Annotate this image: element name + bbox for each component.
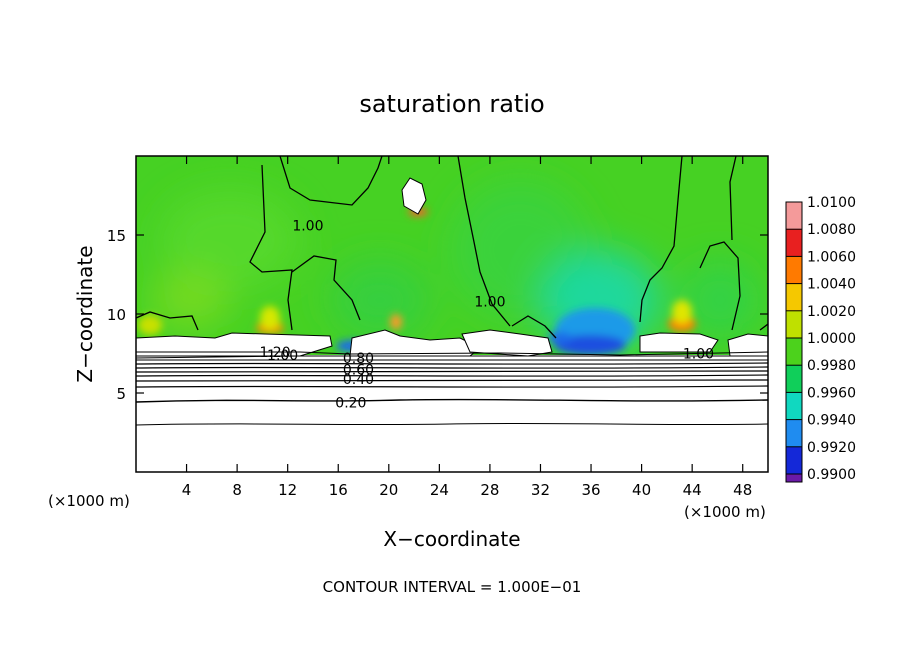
x-tick-label: 48 [733,481,752,499]
x-tick-label: 12 [278,481,297,499]
contour-lines [136,156,768,339]
contour-label: 0.40 [343,372,374,388]
colorbar-swatch [786,474,802,482]
colorbar-label: 1.0000 [807,331,856,347]
contour-label: 0.80 [343,351,374,367]
colorbar-label: 1.0060 [807,249,856,265]
colorbar-swatch [786,446,802,474]
x-tick-label: 32 [531,481,550,499]
contour-interval-note: CONTOUR INTERVAL = 1.000E−01 [323,578,582,596]
y-tick-label: 15 [107,227,126,245]
contour-label: 1.20 [259,345,290,361]
colorbar-label: 0.9920 [807,440,856,456]
colorbar-swatch [786,283,802,311]
contour-label: 1.00 [683,347,714,363]
contour-label: 0.60 [343,362,374,378]
colorbar-label: 1.0100 [807,195,856,211]
colorbar-label: 0.9900 [807,467,856,483]
x-tick-label: 24 [430,481,449,499]
x-axis-label: X−coordinate [383,527,520,551]
field-detail [138,208,696,355]
chart-title: saturation ratio [359,90,544,118]
colorbar-swatch [786,419,802,447]
colorbar-swatch [786,229,802,257]
x-axis-unit-left: (×1000 m) [48,492,130,510]
stable-layer [136,355,768,472]
x-axis-ticks: 4 8 12 16 20 24 28 32 36 40 44 48 [182,156,752,499]
x-tick-label: 4 [182,481,192,499]
colorbar-label: 1.0020 [807,304,856,320]
colorbar-label: 0.9940 [807,413,856,429]
x-tick-label: 36 [581,481,600,499]
colorbar: 1.0100 1.0080 1.0060 1.0040 1.0020 1.0000 0.99… [785,195,856,483]
colorbar-swatch [786,202,802,230]
y-tick-label: 5 [116,385,126,403]
y-axis-label: Z−coordinate [73,245,97,382]
x-tick-label: 20 [379,481,398,499]
x-tick-label: 16 [329,481,348,499]
colorbar-swatch [786,310,802,338]
x-tick-label: 44 [683,481,702,499]
stable-contour-lines [136,351,768,426]
y-tick-label: 10 [107,306,126,324]
contour-label: 0.20 [335,395,366,411]
contour-labels: 1.001.001.001.201.00 0.800.600.400.20 [259,219,714,412]
y-axis-ticks: 5 10 15 [107,227,768,403]
colorbar-label: 0.9960 [807,385,856,401]
x-tick-label: 40 [632,481,651,499]
colorbar-label: 1.0040 [807,277,856,293]
x-tick-label: 8 [232,481,242,499]
x-tick-label: 28 [480,481,499,499]
colorbar-swatch [786,338,802,366]
contour-label: 1.00 [474,294,505,310]
colorbar-label: 0.9980 [807,358,856,374]
colorbar-swatch [786,365,802,393]
field-shading [150,180,760,350]
x-axis-unit-right: (×1000 m) [684,503,766,521]
colorbar-swatch [786,256,802,284]
colorbar-swatch [786,392,802,420]
contour-label: 1.00 [292,219,323,235]
plot-area: 1.001.001.001.201.00 0.800.600.400.20 [136,156,768,472]
colorbar-label: 1.0080 [807,222,856,238]
contour-label: 1.00 [267,348,298,364]
